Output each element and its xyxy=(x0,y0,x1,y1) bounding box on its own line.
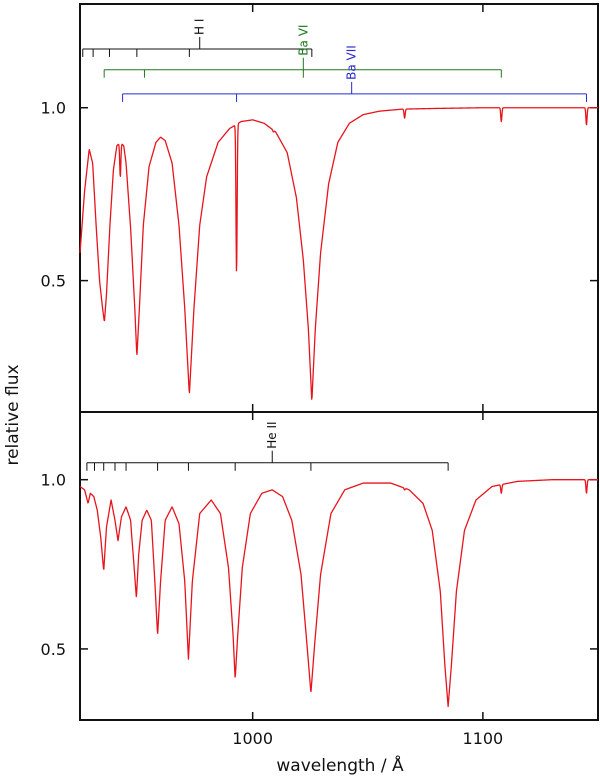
y-tick-label-top: 0.5 xyxy=(41,272,66,291)
ion-label: H I xyxy=(193,19,207,35)
ion-label: He II xyxy=(265,421,279,448)
spectrum-line-bottom xyxy=(79,479,599,708)
x-tick-label: 1100 xyxy=(463,729,504,748)
y-tick-label-bottom: 1.0 xyxy=(41,471,66,490)
y-tick-label-top: 1.0 xyxy=(41,99,66,118)
y-axis-label: relative flux xyxy=(3,364,23,465)
bottom-panel: 0.5 1.0 He II xyxy=(41,411,599,721)
ion-label: Ba VII xyxy=(345,45,359,80)
x-tick-label: 1000 xyxy=(232,729,273,748)
x-tick-labels: 1000 1100 xyxy=(232,729,503,748)
x-axis-label: wavelength / Å xyxy=(276,754,404,776)
plot-frame-bottom xyxy=(79,411,599,721)
spectrum-line-top xyxy=(79,107,599,400)
top-panel: 0.5 1.0 H I Ba VI Ba VII xyxy=(41,3,599,413)
ion-label: Ba VI xyxy=(296,25,310,56)
y-tick-label-bottom: 0.5 xyxy=(41,640,66,659)
plot-frame-top xyxy=(79,3,599,413)
